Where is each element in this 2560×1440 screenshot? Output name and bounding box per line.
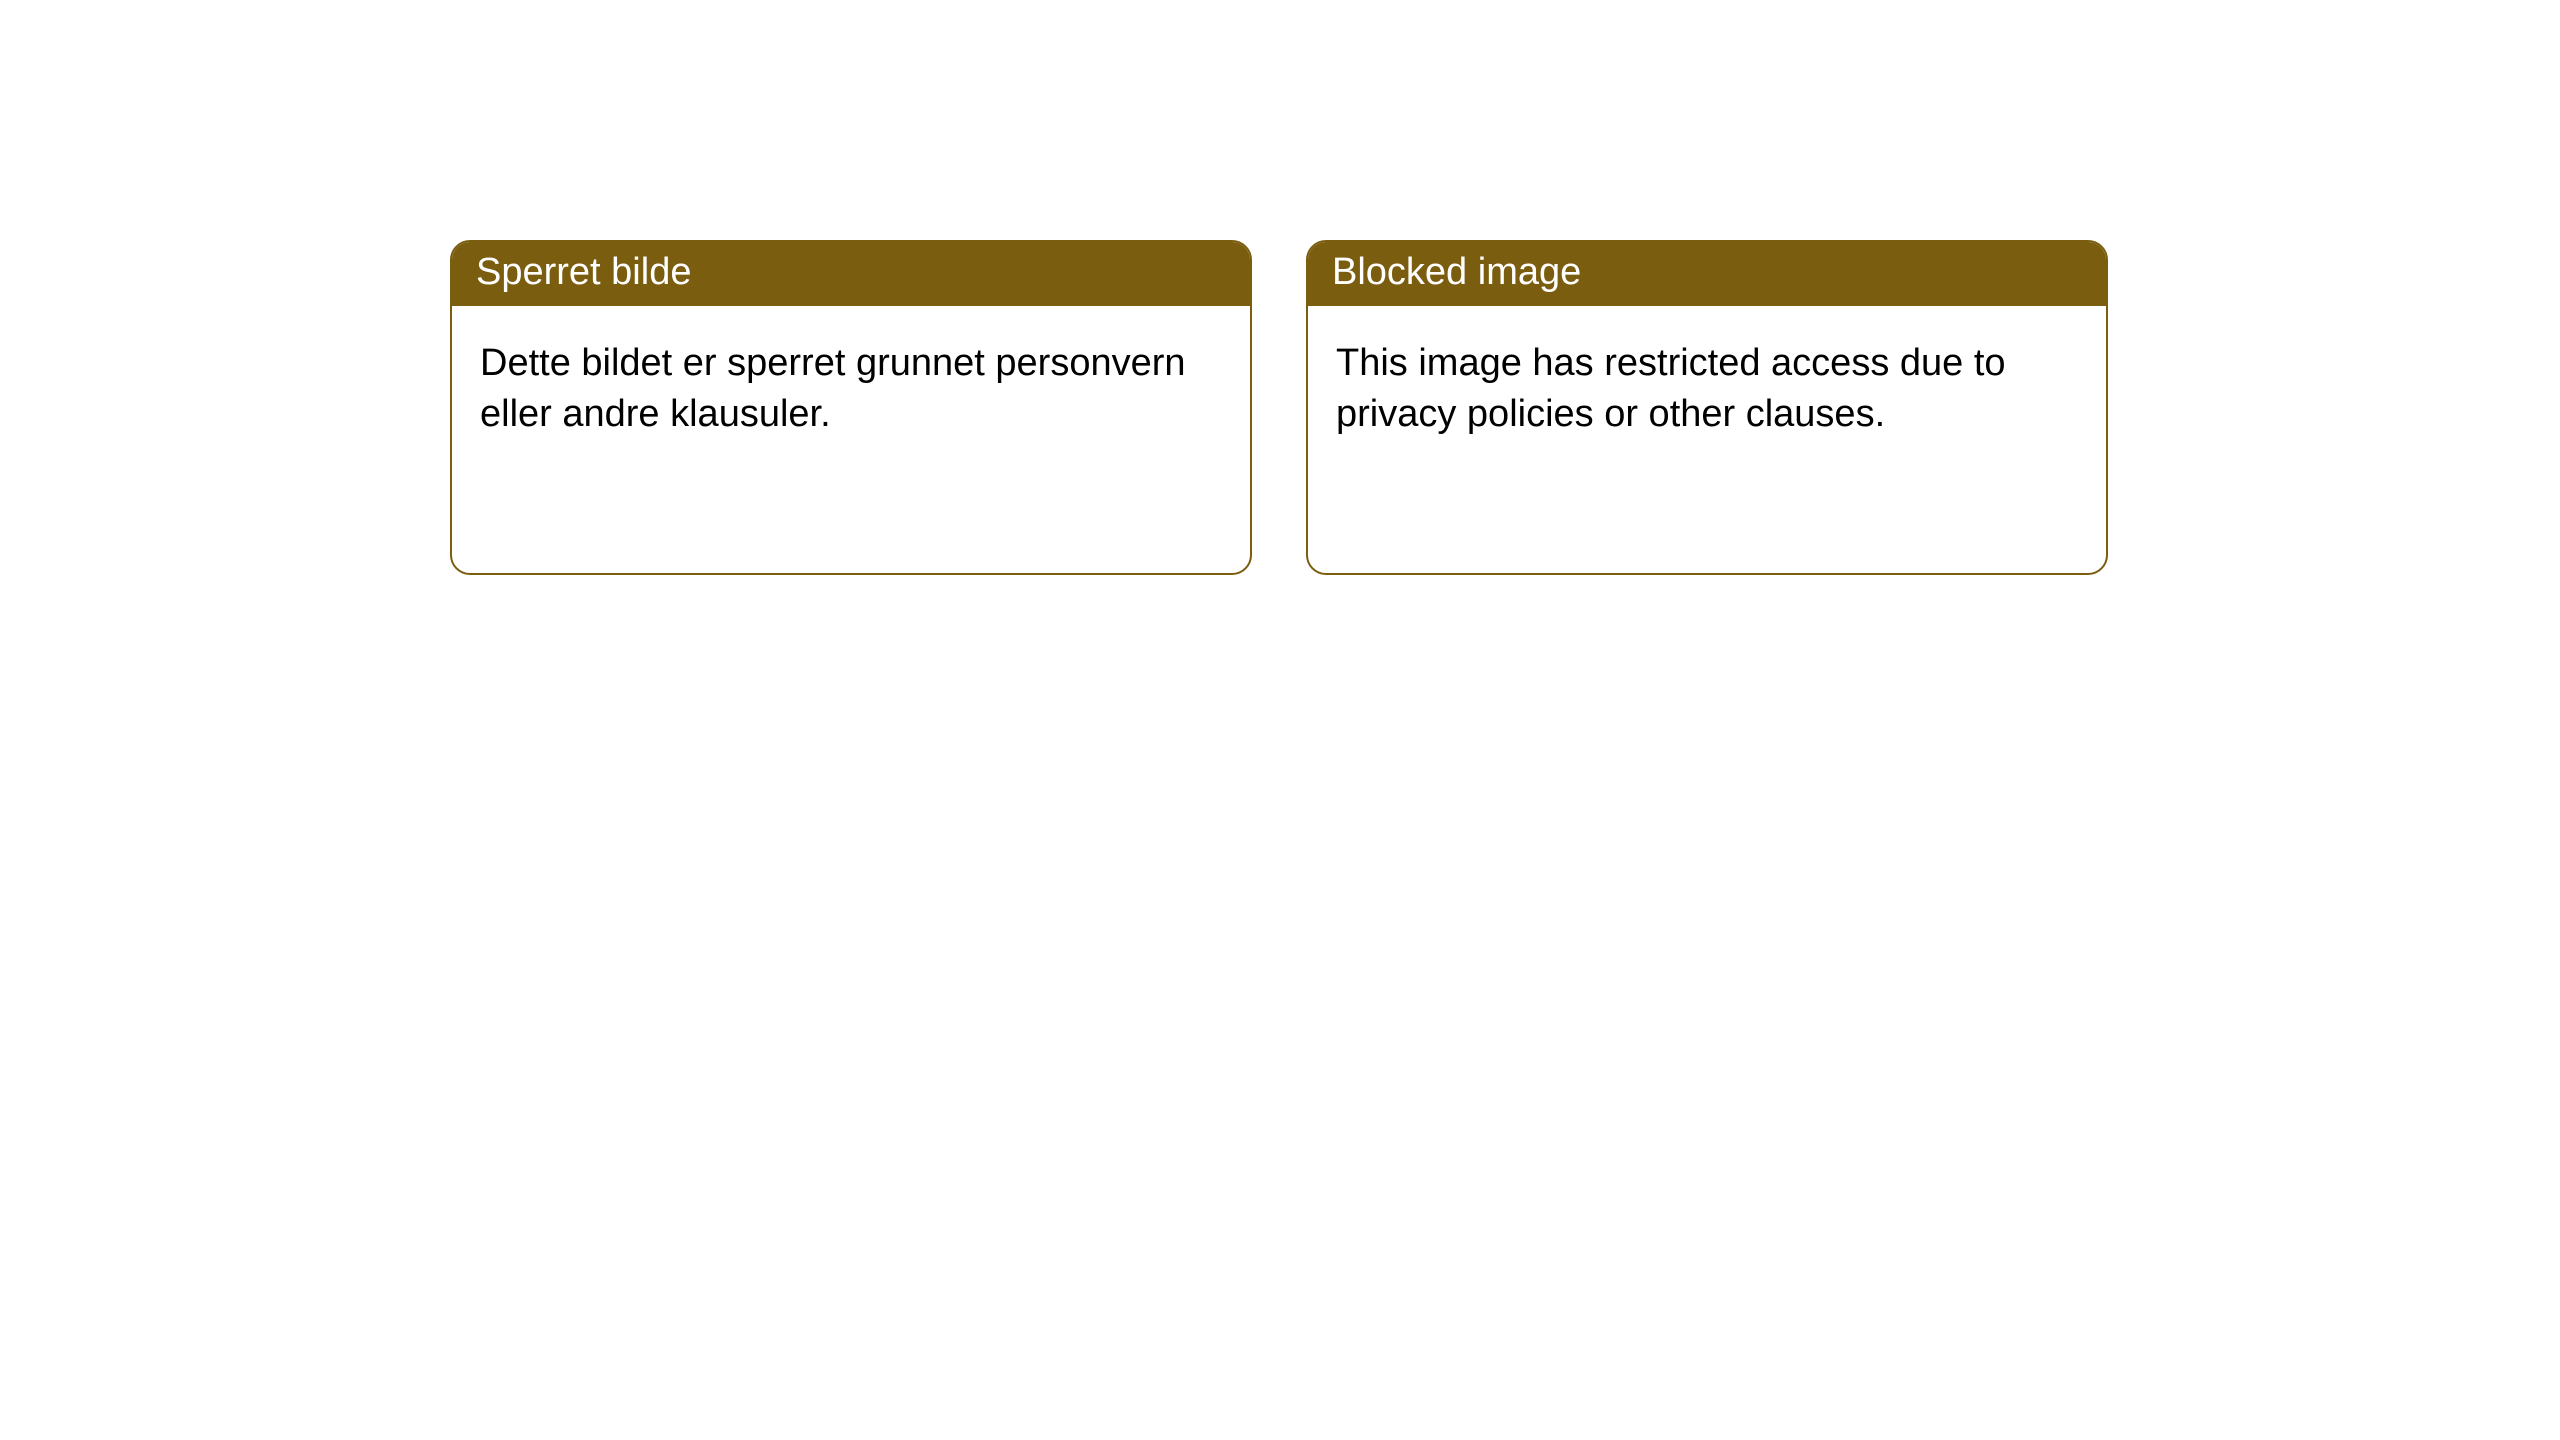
blocked-image-card-en: Blocked image This image has restricted …: [1306, 240, 2108, 575]
blocked-image-card-no: Sperret bilde Dette bildet er sperret gr…: [450, 240, 1252, 575]
card-header: Blocked image: [1308, 242, 2106, 306]
card-body: This image has restricted access due to …: [1308, 306, 2106, 473]
notice-cards-container: Sperret bilde Dette bildet er sperret gr…: [0, 0, 2560, 575]
card-body: Dette bildet er sperret grunnet personve…: [452, 306, 1250, 473]
card-header: Sperret bilde: [452, 242, 1250, 306]
